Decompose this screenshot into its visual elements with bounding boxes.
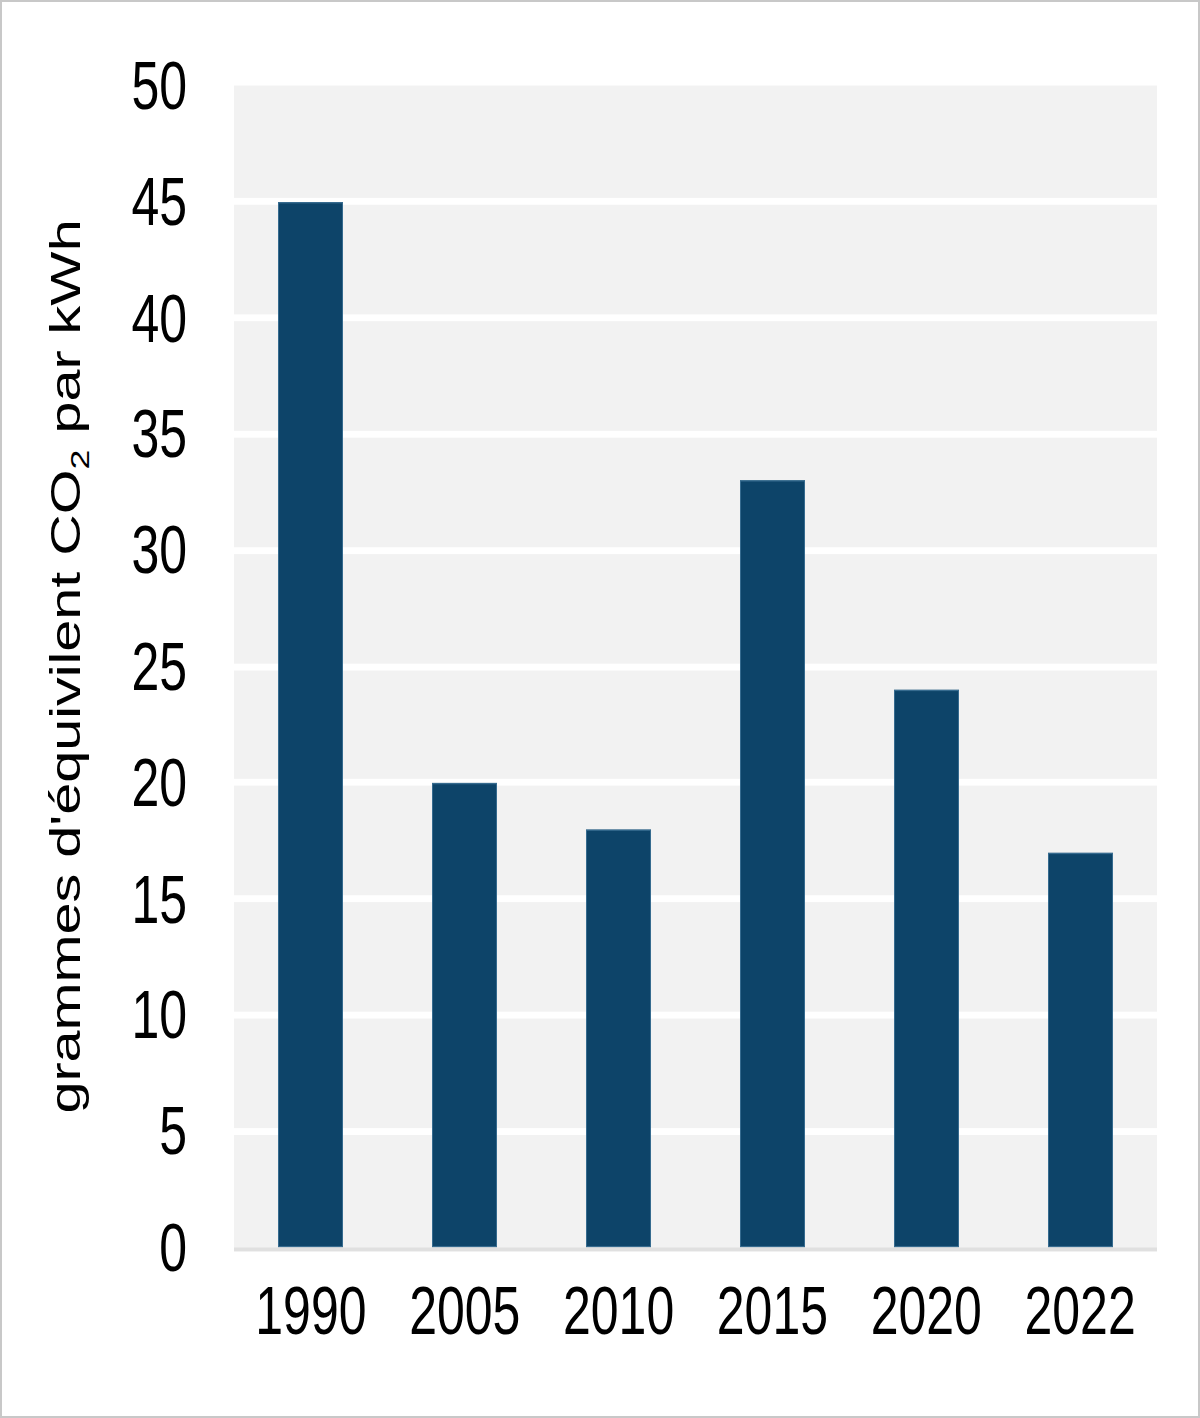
x-tick-label-2015: 2015 <box>717 1276 828 1345</box>
bar-2005 <box>432 783 497 1248</box>
gridline-20 <box>234 779 1157 786</box>
gridline-45 <box>234 198 1157 205</box>
y-tick-label-20: 20 <box>2 748 187 817</box>
y-tick-label-40: 40 <box>2 284 187 353</box>
y-tick-label-25: 25 <box>2 632 187 701</box>
bar-1990 <box>278 202 343 1248</box>
y-tick-label-15: 15 <box>2 865 187 934</box>
gridline-40 <box>234 314 1157 321</box>
x-tick-label-2022: 2022 <box>1024 1276 1135 1345</box>
gridline-10 <box>234 1012 1157 1019</box>
x-axis-line <box>234 1247 1157 1251</box>
y-tick-label-50: 50 <box>2 51 187 120</box>
bar-2010 <box>586 829 651 1247</box>
y-tick-label-5: 5 <box>2 1097 187 1166</box>
x-tick-label-2005: 2005 <box>409 1276 520 1345</box>
bar-2022 <box>1048 852 1113 1247</box>
gridline-30 <box>234 547 1157 554</box>
y-tick-label-35: 35 <box>2 400 187 469</box>
y-tick-label-10: 10 <box>2 981 187 1050</box>
gridline-35 <box>234 431 1157 438</box>
y-tick-label-30: 30 <box>2 516 187 585</box>
bar-2015 <box>740 481 805 1248</box>
plot-area <box>234 86 1157 1248</box>
chart-frame: grammes d'équivilent CO2 par kWh 0510152… <box>0 0 1200 1418</box>
gridline-25 <box>234 663 1157 670</box>
y-tick-label-45: 45 <box>2 167 187 236</box>
chart-canvas: grammes d'équivilent CO2 par kWh 0510152… <box>2 2 1198 1418</box>
bar-2020 <box>894 690 959 1248</box>
gridline-15 <box>234 895 1157 902</box>
x-tick-label-1990: 1990 <box>255 1276 366 1345</box>
x-tick-label-2010: 2010 <box>563 1276 674 1345</box>
x-tick-label-2020: 2020 <box>871 1276 982 1345</box>
gridline-5 <box>234 1128 1157 1135</box>
y-tick-label-0: 0 <box>2 1213 187 1282</box>
